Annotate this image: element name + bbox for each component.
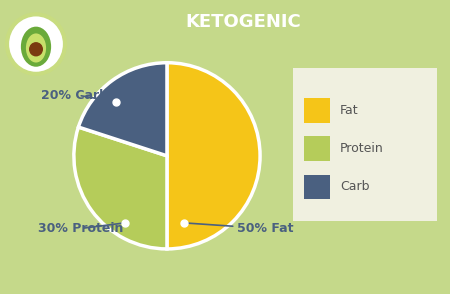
Text: Protein: Protein xyxy=(340,142,384,155)
Text: Carb: Carb xyxy=(340,180,369,193)
Text: 20% Carbs: 20% Carbs xyxy=(41,89,116,102)
Wedge shape xyxy=(74,127,167,249)
Wedge shape xyxy=(167,63,260,249)
Circle shape xyxy=(30,43,42,56)
Bar xyxy=(304,98,330,123)
Bar xyxy=(304,136,330,161)
Bar xyxy=(304,175,330,199)
Ellipse shape xyxy=(26,34,46,63)
Text: Fat: Fat xyxy=(340,104,359,117)
Text: 50% Fat: 50% Fat xyxy=(186,222,293,235)
FancyBboxPatch shape xyxy=(285,60,444,228)
Circle shape xyxy=(7,14,65,74)
Text: 30% Protein: 30% Protein xyxy=(39,222,124,235)
Text: KETOGENIC: KETOGENIC xyxy=(185,13,301,31)
Wedge shape xyxy=(78,63,167,156)
Ellipse shape xyxy=(21,27,51,67)
